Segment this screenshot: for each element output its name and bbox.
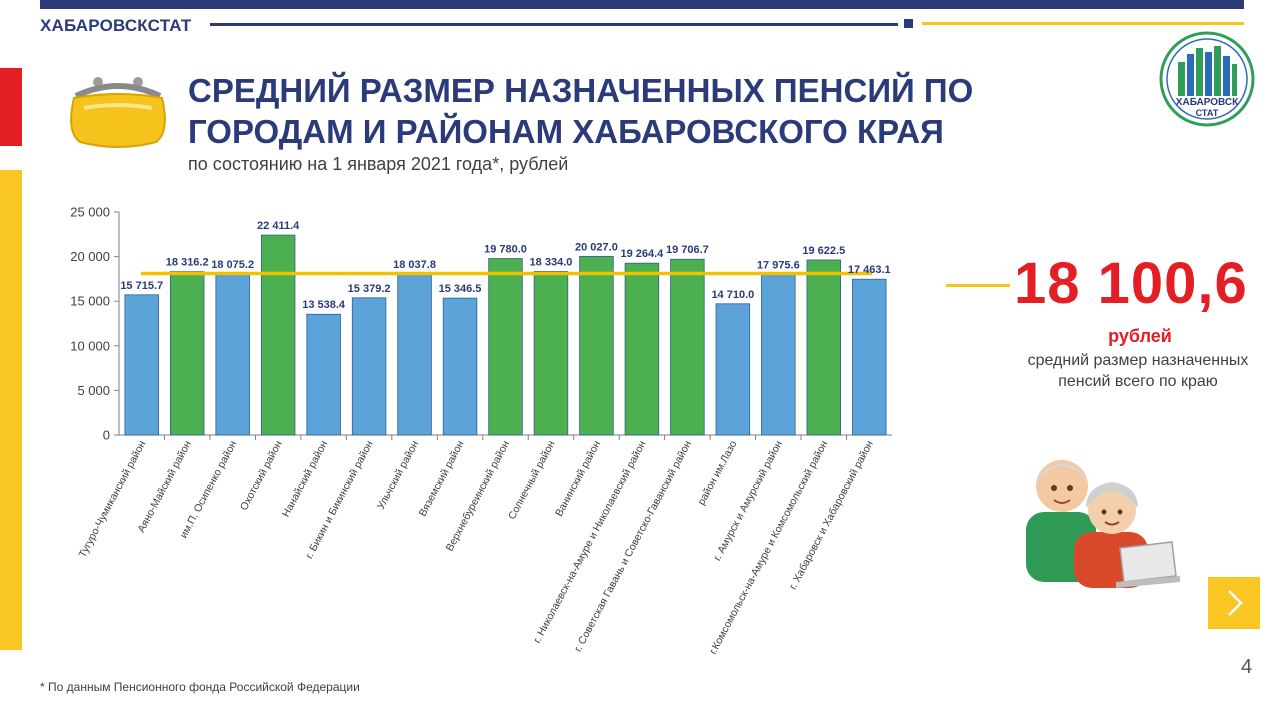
- data-label: 19 706.7: [666, 244, 709, 256]
- bar: [306, 313, 341, 436]
- data-label: 19 264.4: [620, 248, 664, 260]
- data-label: 18 334.0: [530, 256, 573, 268]
- page-number: 4: [1241, 656, 1253, 678]
- bar: [806, 259, 842, 436]
- y-tick-label: 10 000: [70, 338, 110, 353]
- header-square: [904, 19, 913, 28]
- data-label: 19 622.5: [802, 245, 845, 257]
- data-label: 17 463.1: [848, 264, 891, 276]
- x-tick-label: Охотский район: [238, 439, 285, 513]
- data-label: 20 027.0: [575, 241, 618, 253]
- bar: [852, 278, 887, 436]
- summary-unit: рублей: [1108, 326, 1172, 346]
- y-tick-label: 5 000: [77, 383, 110, 398]
- header-line-yellow: [922, 22, 1244, 25]
- x-tick-label: Нанайский район: [280, 439, 330, 520]
- purse-icon: [70, 77, 166, 148]
- accent-bar-yellow: [0, 170, 22, 650]
- data-label: 15 379.2: [348, 283, 391, 295]
- title-line-2: ГОРОДАМ И РАЙОНАМ ХАБАРОВСКОГО КРАЯ: [188, 113, 944, 150]
- x-tick-label: Вяземский район: [417, 439, 467, 519]
- x-tick-label: Тугуро-Чумиканский район: [76, 439, 148, 560]
- top-bar: [40, 0, 1244, 9]
- khabarovskstat-logo: ХАБАРОВСК СТАТ: [1159, 31, 1255, 127]
- data-label: 18 075.2: [211, 259, 254, 271]
- data-label: 15 346.5: [439, 283, 482, 295]
- data-label: 18 316.2: [166, 257, 209, 269]
- elderly-couple-illustration: [1026, 460, 1180, 588]
- page-subtitle: по состоянию на 1 января 2021 года*, руб…: [188, 154, 569, 174]
- bar: [215, 273, 250, 436]
- x-tick-label: Ульчский район: [375, 439, 421, 512]
- summary-dash: [946, 284, 1010, 287]
- y-tick-label: 15 000: [70, 294, 110, 309]
- logo-text-line-1: ХАБАРОВСК: [1176, 97, 1239, 108]
- bar: [397, 273, 432, 436]
- header-line-navy: [210, 23, 898, 26]
- y-tick-label: 25 000: [70, 205, 110, 220]
- data-label: 18 037.8: [393, 259, 436, 271]
- bar: [169, 271, 205, 436]
- data-label: 22 411.4: [257, 220, 300, 232]
- title-line-1: СРЕДНИЙ РАЗМЕР НАЗНАЧЕННЫХ ПЕНСИЙ ПО: [188, 72, 974, 109]
- accent-bar-red: [0, 68, 22, 146]
- data-label: 14 710.0: [711, 289, 754, 301]
- bar: [533, 271, 569, 436]
- bar: [715, 303, 751, 436]
- bar: [351, 297, 387, 436]
- y-tick-label: 0: [103, 428, 110, 443]
- chevron-right-icon: [1228, 590, 1243, 616]
- bar: [670, 258, 705, 436]
- brand-name: ХАБАРОВСКСТАТ: [40, 16, 192, 35]
- summary-description: средний размер назначенных пенсий всего …: [1027, 352, 1249, 390]
- next-slide-button[interactable]: [1208, 577, 1260, 629]
- y-tick-label: 20 000: [70, 249, 110, 264]
- bar: [761, 274, 796, 436]
- bar: [624, 262, 660, 436]
- data-label: 15 715.7: [120, 280, 163, 292]
- bar: [488, 258, 523, 436]
- bar: [124, 294, 159, 436]
- data-label: 19 780.0: [484, 244, 527, 256]
- x-tick-label: Ванинский район: [553, 439, 603, 519]
- bar: [442, 297, 478, 436]
- data-label: 17 975.6: [757, 260, 800, 272]
- bar: [260, 234, 296, 436]
- x-tick-label: г. Хабаровск и Хабаровский район: [787, 439, 876, 592]
- x-tick-label: Солнечный район: [506, 439, 558, 522]
- logo-text-line-2: СТАТ: [1196, 108, 1219, 118]
- bar: [579, 255, 614, 436]
- summary-value: 18 100,6: [1014, 251, 1248, 316]
- x-tick-label: район им.Лазо: [695, 439, 739, 508]
- footnote: * По данным Пенсионного фонда Российской…: [40, 680, 360, 694]
- data-label: 13 538.4: [302, 299, 346, 311]
- page-title: СРЕДНИЙ РАЗМЕР НАЗНАЧЕННЫХ ПЕНСИЙ ПО ГОР…: [188, 70, 988, 152]
